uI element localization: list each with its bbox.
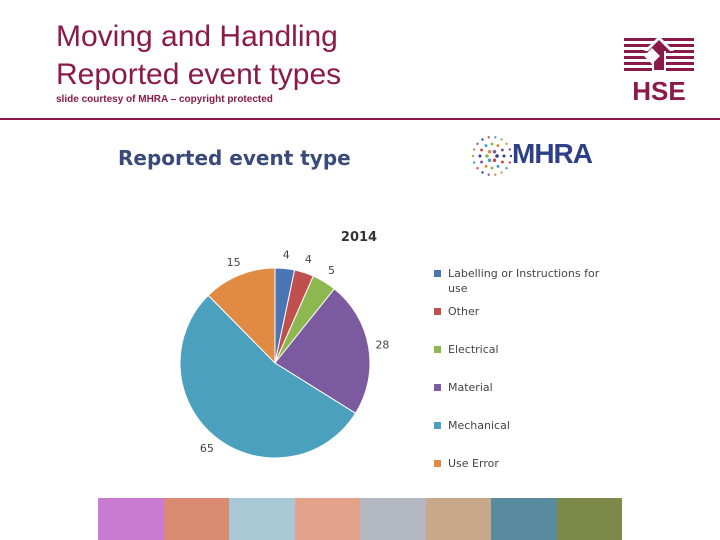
data-label: 15: [227, 256, 241, 269]
mhra-dot: [505, 142, 508, 145]
strip-photo: [360, 498, 426, 540]
mhra-dot: [480, 148, 484, 152]
legend-label: Electrical: [448, 343, 499, 356]
mhra-dot: [500, 138, 503, 141]
legend-item: Material: [434, 380, 614, 418]
mhra-dot: [487, 158, 492, 163]
mhra-dot: [472, 161, 476, 164]
data-label: 28: [375, 339, 389, 352]
legend-label: Other: [448, 305, 480, 318]
mhra-dot: [480, 160, 484, 164]
mhra-dot: [481, 171, 484, 174]
data-label: 4: [283, 249, 290, 262]
legend-item: Labelling or Instructions for use: [434, 266, 614, 304]
slide-title: Moving and Handling Reported event types: [56, 18, 341, 94]
slide-subtitle: slide courtesy of MHRA – copyright prote…: [56, 94, 273, 105]
legend-label: Labelling or Instructions for use: [448, 267, 600, 295]
mhra-dot: [494, 173, 497, 176]
strip-photo: [163, 498, 229, 540]
mhra-logo-text: MHRA: [512, 138, 593, 169]
mhra-dot: [471, 154, 475, 158]
mhra-dot: [509, 154, 513, 158]
mhra-dot: [485, 154, 489, 158]
slide-image: Reported event type MHRA 2014 4 4 5 28 65 15 …: [96, 124, 624, 540]
legend-item: Use Error: [434, 456, 614, 494]
mhra-dot: [490, 166, 494, 170]
strip-photo: [294, 498, 360, 540]
legend-swatch: [434, 270, 441, 277]
chart-heading: Reported event type: [118, 146, 351, 170]
strip-photo: [556, 498, 622, 540]
mhra-dot: [508, 161, 512, 164]
data-label: 65: [200, 442, 214, 455]
strip-photo: [491, 498, 557, 540]
mhra-dot: [490, 142, 494, 146]
legend-swatch: [434, 346, 441, 353]
chart-title: 2014: [341, 230, 377, 245]
legend-label: Use Error: [448, 457, 499, 470]
pie-slice: [274, 288, 371, 415]
title-line-1: Moving and Handling: [56, 20, 338, 53]
mhra-dot: [492, 149, 497, 154]
legend-label: Material: [448, 381, 493, 394]
mhra-dot: [494, 136, 497, 139]
mhra-dot: [476, 167, 479, 170]
legend-label: Mechanical: [448, 419, 510, 432]
mhra-dot: [476, 142, 479, 145]
header-divider: [0, 118, 720, 120]
mhra-dot: [472, 148, 476, 151]
mhra-dot: [505, 167, 508, 170]
hse-logo: HSE: [624, 36, 694, 104]
legend-swatch: [434, 308, 441, 315]
legend-swatch: [434, 422, 441, 429]
strip-photo: [229, 498, 295, 540]
mhra-dot: [508, 148, 512, 151]
mhra-dot: [496, 144, 500, 148]
chart-legend: Labelling or Instructions for use Other …: [434, 266, 614, 494]
mhra-dot: [495, 154, 499, 158]
mhra-dot: [502, 154, 506, 158]
mhra-dot: [487, 173, 490, 176]
hse-logo-text: HSE: [632, 76, 685, 104]
strip-photo: [98, 498, 164, 540]
pie-slice: [179, 294, 357, 459]
data-label: 5: [328, 264, 335, 277]
legend-item: Other: [434, 304, 614, 342]
mhra-dot: [500, 148, 504, 152]
mhra-dot: [487, 149, 492, 154]
mhra-logo: MHRA: [471, 134, 612, 178]
mhra-dot: [487, 136, 490, 139]
legend-item: Electrical: [434, 342, 614, 380]
title-line-2: Reported event types: [56, 58, 342, 91]
strip-photo: [425, 498, 491, 540]
legend-swatch: [434, 460, 441, 467]
mhra-dot: [500, 171, 503, 174]
mhra-dot: [492, 158, 497, 163]
mhra-dot: [478, 154, 482, 158]
photo-strip: [98, 498, 622, 540]
mhra-dot: [481, 138, 484, 141]
mhra-dot: [496, 164, 500, 168]
legend-swatch: [434, 384, 441, 391]
pie-slice: [207, 267, 276, 365]
mhra-dot: [500, 160, 504, 164]
mhra-dot: [484, 164, 488, 168]
mhra-dots-icon: [471, 136, 513, 176]
mhra-dot: [484, 144, 488, 148]
data-label: 4: [305, 253, 312, 266]
pie-chart: 2014 4 4 5 28 65 15: [179, 230, 389, 459]
legend-item: Mechanical: [434, 418, 614, 456]
